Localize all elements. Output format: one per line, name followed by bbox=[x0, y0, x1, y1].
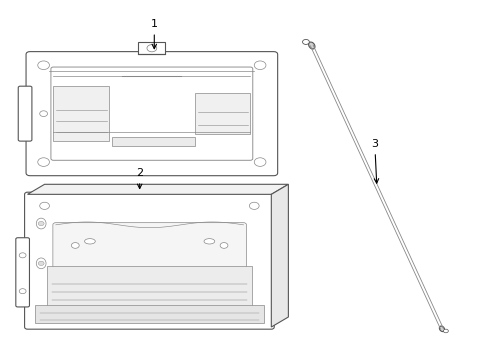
FancyBboxPatch shape bbox=[53, 223, 246, 310]
Circle shape bbox=[147, 45, 157, 52]
Ellipse shape bbox=[36, 258, 46, 269]
Circle shape bbox=[40, 313, 49, 320]
Circle shape bbox=[254, 61, 265, 69]
FancyBboxPatch shape bbox=[18, 86, 32, 141]
Circle shape bbox=[38, 261, 44, 265]
FancyBboxPatch shape bbox=[16, 238, 29, 307]
Circle shape bbox=[38, 61, 49, 69]
Ellipse shape bbox=[203, 239, 214, 244]
Bar bbox=[112, 137, 195, 146]
Circle shape bbox=[302, 40, 309, 44]
Text: 3: 3 bbox=[370, 139, 378, 183]
Bar bbox=[195, 94, 250, 134]
Circle shape bbox=[71, 267, 79, 273]
FancyBboxPatch shape bbox=[51, 67, 252, 160]
Circle shape bbox=[19, 289, 26, 294]
Circle shape bbox=[249, 313, 259, 320]
Circle shape bbox=[38, 158, 49, 166]
Bar bbox=[138, 42, 165, 54]
Circle shape bbox=[443, 329, 447, 333]
Bar bbox=[47, 266, 251, 306]
Ellipse shape bbox=[438, 326, 444, 332]
Circle shape bbox=[71, 243, 79, 248]
Circle shape bbox=[40, 111, 47, 117]
Text: 2: 2 bbox=[136, 168, 143, 189]
Circle shape bbox=[254, 158, 265, 166]
Polygon shape bbox=[271, 184, 288, 327]
Ellipse shape bbox=[308, 42, 314, 49]
Circle shape bbox=[19, 253, 26, 258]
Circle shape bbox=[249, 202, 259, 210]
Circle shape bbox=[40, 202, 49, 210]
Text: 1: 1 bbox=[150, 19, 158, 49]
Bar bbox=[35, 305, 264, 323]
Circle shape bbox=[220, 267, 227, 273]
FancyBboxPatch shape bbox=[24, 192, 274, 329]
Ellipse shape bbox=[36, 218, 46, 229]
FancyBboxPatch shape bbox=[26, 51, 277, 176]
Bar bbox=[53, 86, 108, 141]
Circle shape bbox=[38, 221, 44, 226]
Circle shape bbox=[220, 243, 227, 248]
Ellipse shape bbox=[84, 239, 95, 244]
Polygon shape bbox=[27, 184, 288, 194]
